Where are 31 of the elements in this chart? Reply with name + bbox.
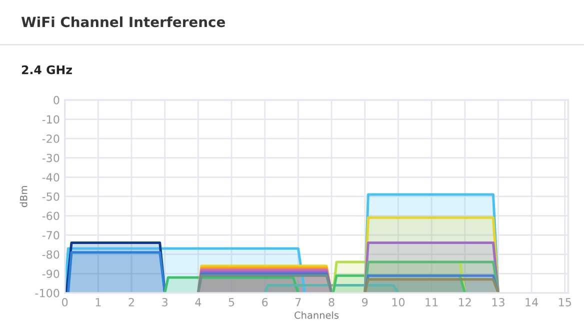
y-tick-label: -60 [42,212,60,220]
chart-title: WiFi Channel Interference [21,16,225,28]
y-tick-label: -10 [42,115,60,124]
x-tick-label: 4 [195,298,202,306]
x-tick-label: 5 [228,298,234,306]
x-tick-label: 3 [162,298,168,306]
y-axis-title: dBm [20,186,28,208]
x-tick-label: 0 [62,298,68,306]
y-tick-label: -70 [42,231,60,240]
x-tick-label: 13 [492,298,504,306]
y-tick-label: -80 [42,250,60,259]
y-tick-label: -40 [42,173,60,182]
x-tick-label: 8 [328,298,334,306]
chart-subtitle: 2.4 GHz [22,65,72,74]
x-tick-label: 12 [459,298,471,306]
x-tick-label: 11 [426,298,438,306]
x-tick-label: 14 [526,298,538,306]
x-tick-label: 1 [96,298,101,306]
x-tick-label: 2 [128,298,134,306]
x-tick-label: 10 [392,298,405,306]
x-axis-title: Channels [294,311,339,319]
y-tick-label: -90 [42,270,60,278]
x-tick-label: 7 [296,298,301,306]
y-tick-label: 0 [54,96,60,104]
y-tick-label: -30 [42,154,60,162]
x-tick-label: 15 [559,298,571,306]
y-tick-label: -50 [42,192,60,201]
y-tick-label: -20 [42,134,60,143]
x-tick-label: 6 [262,298,268,306]
y-tick-label: -100 [35,288,60,298]
x-tick-label: 9 [362,298,368,306]
